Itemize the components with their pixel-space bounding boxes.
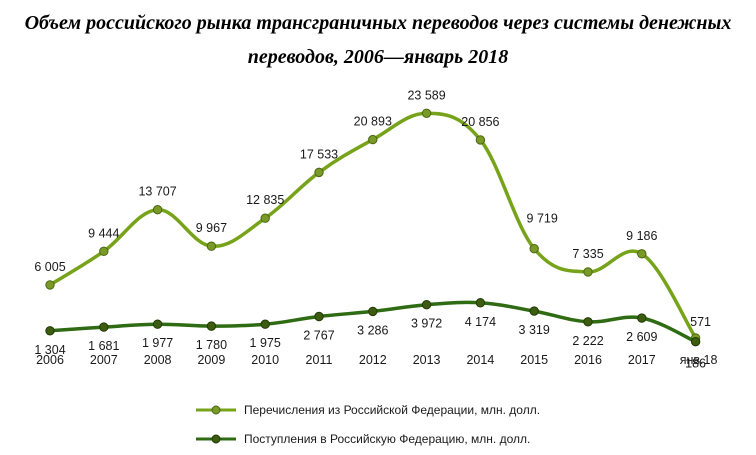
x-tick-label: 2009 [197, 353, 225, 367]
chart-title-line-2: переводов, 2006—январь 2018 [247, 46, 509, 68]
data-label-outflows: 20 893 [354, 115, 392, 129]
chart-title-line-1: Объем российского рынка трансграничных п… [24, 12, 732, 34]
legend-swatch-outflows [196, 405, 236, 415]
data-point-outflows [421, 108, 432, 118]
data-point-inflows [152, 319, 163, 329]
data-point-outflows [529, 243, 539, 254]
legend-item-outflows: Перечисления из Российской Федерации, мл… [196, 403, 540, 417]
data-label-inflows: 3 972 [411, 317, 442, 331]
x-tick-label: 2006 [36, 353, 64, 367]
legend-swatch-inflows [196, 434, 236, 444]
x-tick-label: 2007 [90, 353, 118, 367]
data-label-outflows: 12 835 [246, 193, 284, 207]
data-label-inflows: 1 977 [142, 336, 173, 350]
data-point-outflows [152, 205, 163, 215]
data-label-outflows: 20 856 [461, 115, 499, 129]
data-point-outflows [583, 267, 593, 277]
data-point-inflows [260, 319, 270, 329]
data-point-outflows [637, 249, 647, 259]
x-tick-label: 2010 [251, 353, 279, 367]
data-label-inflows: 2 767 [303, 328, 334, 342]
data-point-outflows [475, 135, 486, 145]
legend-label-outflows: Перечисления из Российской Федерации, мл… [244, 403, 541, 417]
x-tick-label: 2015 [520, 353, 548, 367]
x-tick-label: 2014 [466, 353, 494, 367]
data-point-outflows [368, 134, 378, 145]
data-label-inflows: 2 609 [626, 330, 657, 344]
data-point-inflows [583, 317, 593, 327]
data-point-outflows [45, 280, 55, 290]
data-point-inflows [206, 321, 217, 331]
data-label-inflows: 1 975 [250, 336, 281, 350]
data-point-inflows [529, 306, 539, 316]
data-label-outflows: 13 707 [138, 185, 176, 199]
data-label-inflows: 3 319 [519, 323, 550, 337]
data-label-outflows: 23 589 [407, 88, 445, 102]
x-tick-label: 2012 [359, 353, 387, 367]
data-label-inflows: 4 174 [465, 315, 496, 329]
legend-item-inflows: Поступления в Российскую Федерацию, млн.… [196, 432, 530, 446]
data-point-inflows [421, 300, 432, 310]
data-label-inflows: 1 780 [196, 338, 227, 352]
data-label-inflows: 2 222 [572, 334, 603, 348]
data-point-outflows [99, 246, 109, 257]
data-label-inflows: 3 286 [357, 323, 388, 337]
series-line-outflows [48, 111, 698, 340]
data-point-outflows [314, 167, 324, 178]
x-tick-label: 2017 [628, 353, 656, 367]
data-label-outflows: 17 533 [300, 147, 338, 161]
x-tick-label: 2016 [574, 353, 602, 367]
data-point-inflows [690, 336, 701, 347]
x-tick-label: 2011 [306, 353, 333, 367]
chart-title: Объем российского рынка трансграничных п… [0, 6, 756, 74]
data-label-outflows: 9 444 [88, 226, 119, 240]
data-point-outflows [260, 213, 270, 223]
x-tick-label: янв.18 [680, 353, 718, 367]
data-label-outflows: 6 005 [34, 260, 65, 274]
x-tick-label: 2013 [413, 353, 441, 367]
data-point-inflows [99, 322, 109, 332]
data-point-outflows [206, 241, 217, 251]
legend-label-inflows: Поступления в Российскую Федерацию, млн.… [244, 432, 531, 446]
data-label-outflows: 9 967 [196, 221, 227, 235]
data-label-inflows: 1 681 [88, 339, 119, 353]
data-label-outflows: 7 335 [572, 247, 603, 261]
data-point-inflows [314, 311, 324, 322]
data-point-inflows [45, 326, 55, 336]
data-point-inflows [475, 298, 486, 308]
data-label-outflows: 9 719 [527, 212, 558, 226]
data-label-outflows: 571 [690, 315, 711, 329]
x-tick-label: 2008 [144, 353, 172, 367]
data-label-inflows: 186 [685, 357, 706, 371]
data-point-inflows [637, 313, 647, 323]
data-label-inflows: 1 304 [34, 343, 65, 357]
data-point-inflows [368, 306, 378, 317]
data-label-outflows: 9 186 [626, 229, 657, 243]
